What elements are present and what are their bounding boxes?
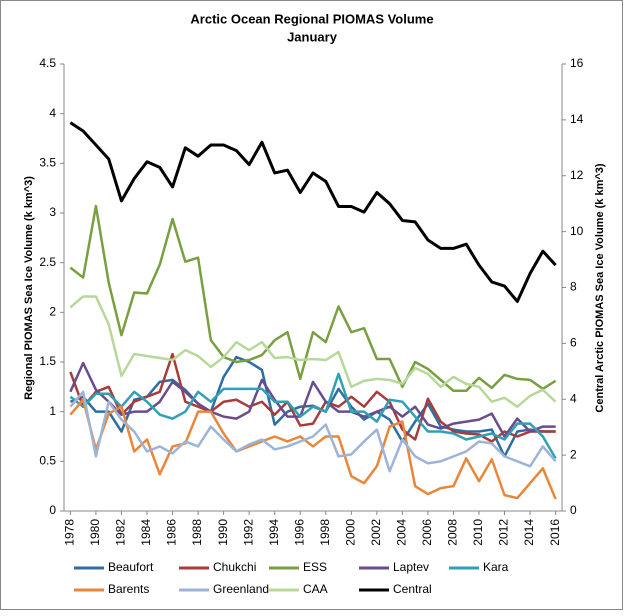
legend-label: Kara [483, 560, 509, 574]
x-tick-label: 1998 [318, 519, 332, 546]
x-tick-label: 1980 [88, 519, 102, 546]
y2-tick-label: 0 [570, 503, 577, 517]
legend-label: Barents [108, 582, 149, 596]
x-tick-label: 1990 [216, 519, 230, 546]
x-tick-label: 2006 [420, 519, 434, 546]
y2-tick-label: 12 [570, 168, 584, 182]
x-tick-label: 2010 [471, 519, 485, 546]
y-tick-label: 2.5 [39, 255, 56, 269]
y-tick-label: 3 [49, 205, 56, 219]
y2-tick-label: 16 [570, 56, 584, 70]
y2-axis-title: Central Arctic PIOMAS Sea Ice Volume (k … [594, 163, 606, 412]
y-tick-label: 2 [49, 305, 56, 319]
x-tick-label: 2014 [522, 519, 536, 546]
y-tick-label: 3.5 [39, 156, 56, 170]
chart-subtitle: January [287, 29, 338, 44]
x-tick-label: 1996 [292, 519, 306, 546]
legend-label: Beaufort [108, 560, 154, 574]
x-tick-label: 1992 [241, 519, 255, 546]
y-tick-label: 1 [49, 404, 56, 418]
x-tick-label: 1988 [190, 519, 204, 546]
x-tick-label: 2002 [369, 519, 383, 546]
y2-tick-label: 4 [570, 391, 577, 405]
legend-label: ESS [303, 560, 327, 574]
x-tick-label: 1984 [139, 519, 153, 546]
series-line [69, 361, 556, 438]
chart-title: Arctic Ocean Regional PIOMAS Volume [190, 11, 433, 26]
legend-label: Chukchi [213, 560, 256, 574]
x-tick-label: 2004 [395, 519, 409, 546]
x-tick-label: 2012 [497, 519, 511, 546]
series-line [69, 352, 556, 443]
series-line [69, 204, 557, 393]
x-tick-label: 1986 [165, 519, 179, 546]
y2-tick-label: 8 [570, 280, 577, 294]
x-tick-label: 2016 [548, 519, 562, 546]
y2-tick-label: 6 [570, 336, 577, 350]
legend-label: Laptev [393, 560, 429, 574]
y-tick-label: 4.5 [39, 56, 56, 70]
y-tick-label: 0.5 [39, 454, 56, 468]
y2-tick-label: 14 [570, 112, 584, 126]
x-tick-label: 1978 [63, 519, 77, 546]
y-tick-label: 4 [49, 106, 56, 120]
y-axis-title: Regional PIOMAS Sea Ice Volume (k km^3) [23, 176, 35, 400]
series-line [69, 121, 557, 303]
y2-tick-label: 2 [570, 447, 577, 461]
legend-label: Greenland [213, 582, 269, 596]
series-line [69, 295, 557, 408]
x-tick-label: 1982 [114, 519, 128, 546]
legend-label: CAA [303, 582, 328, 596]
y-tick-label: 1.5 [39, 354, 56, 368]
y-tick-label: 0 [49, 503, 56, 517]
x-tick-label: 1994 [267, 519, 281, 546]
series-line [69, 372, 557, 459]
x-tick-label: 2000 [343, 519, 357, 546]
x-tick-label: 2008 [446, 519, 460, 546]
legend-label: Central [393, 582, 432, 596]
y2-tick-label: 10 [570, 224, 584, 238]
series-line [69, 390, 557, 473]
